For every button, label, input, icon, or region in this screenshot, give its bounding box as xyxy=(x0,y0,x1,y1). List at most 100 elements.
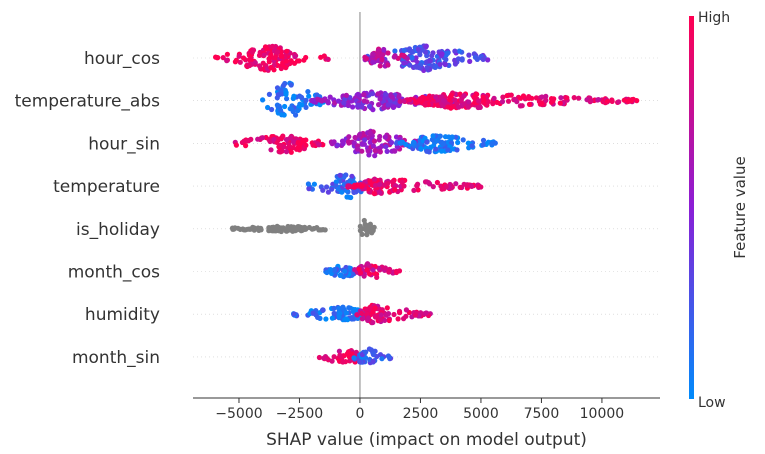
shap-point xyxy=(255,136,261,142)
shap-point xyxy=(276,103,282,109)
shap-point xyxy=(224,58,230,64)
shap-point xyxy=(370,107,376,113)
shap-point xyxy=(333,179,339,185)
shap-point xyxy=(417,96,423,102)
shap-point xyxy=(220,55,226,61)
shap-point xyxy=(386,317,392,324)
shap-point xyxy=(426,180,432,186)
shap-point xyxy=(337,352,343,358)
shap-point xyxy=(339,138,346,144)
shap-point xyxy=(236,53,242,59)
shap-point xyxy=(448,92,454,98)
shap-point xyxy=(306,93,312,99)
shap-point xyxy=(361,98,367,104)
x-tick-label: 10000 xyxy=(580,406,625,422)
shap-point xyxy=(303,104,309,110)
shap-point xyxy=(356,132,362,138)
shap-point xyxy=(390,104,396,110)
shap-point xyxy=(467,58,473,64)
shap-point xyxy=(370,51,376,57)
shap-point xyxy=(260,97,266,103)
shap-point xyxy=(350,104,356,110)
shap-point xyxy=(260,135,266,141)
shap-point xyxy=(414,183,420,189)
shap-point xyxy=(398,140,404,146)
colorbar-gradient xyxy=(689,16,694,399)
shap-point xyxy=(412,312,418,318)
shap-point xyxy=(258,227,264,233)
shap-point xyxy=(438,94,445,100)
shap-point xyxy=(377,148,383,155)
shap-point xyxy=(320,142,326,148)
shap-point xyxy=(411,187,417,193)
shap-point xyxy=(331,354,337,360)
x-tick-label: 7500 xyxy=(524,406,560,422)
shap-point xyxy=(213,54,219,60)
shap-point xyxy=(343,310,350,316)
shap-point xyxy=(296,58,302,64)
shap-point xyxy=(370,309,376,315)
shap-point xyxy=(376,102,382,108)
shap-point xyxy=(331,139,337,145)
shap-point xyxy=(310,142,316,148)
shap-point xyxy=(383,312,389,318)
shap-point xyxy=(370,143,376,149)
shap-point xyxy=(363,349,369,355)
shap-point xyxy=(609,98,615,104)
shap-point xyxy=(423,44,429,50)
shap-point xyxy=(634,98,640,104)
shap-point xyxy=(346,140,352,146)
shap-point xyxy=(354,146,361,152)
shap-point xyxy=(469,143,475,149)
shap-point xyxy=(413,64,420,70)
shap-point xyxy=(440,141,446,147)
shap-point xyxy=(278,53,284,59)
shap-point xyxy=(370,267,376,273)
shap-point xyxy=(362,137,368,143)
shap-point xyxy=(384,305,390,311)
shap-point xyxy=(372,176,378,182)
shap-point xyxy=(280,133,286,139)
shap-point xyxy=(359,148,365,154)
shap-point xyxy=(361,273,367,279)
shap-point xyxy=(466,99,472,105)
shap-point xyxy=(278,65,284,72)
shap-point xyxy=(361,217,367,224)
shap-point xyxy=(518,95,524,101)
shap-point xyxy=(288,135,294,141)
shap-point xyxy=(345,102,351,108)
shap-point xyxy=(385,62,391,68)
shap-point xyxy=(448,140,455,146)
shap-point xyxy=(288,149,294,155)
shap-point xyxy=(331,305,337,311)
shap-point xyxy=(458,97,464,103)
shap-point xyxy=(363,56,369,62)
shap-point xyxy=(459,56,465,62)
shap-point xyxy=(401,52,407,59)
shap-point xyxy=(367,130,373,136)
colorbar: High Low Feature value xyxy=(689,10,749,411)
shap-point xyxy=(320,187,326,193)
shap-point xyxy=(453,181,459,187)
shap-point xyxy=(278,225,285,231)
shap-point xyxy=(434,179,440,186)
shap-point xyxy=(392,53,398,60)
shap-point xyxy=(461,93,467,99)
shap-point xyxy=(310,310,316,316)
shap-point xyxy=(256,63,263,69)
shap-point xyxy=(349,173,355,179)
shap-point xyxy=(395,316,401,322)
shap-point xyxy=(508,92,514,98)
shap-point xyxy=(376,182,383,188)
feature-labels: hour_cos temperature_abs hour_sin temperatu… xyxy=(15,49,161,368)
shap-point xyxy=(323,316,329,322)
shap-point xyxy=(284,96,290,102)
shap-point xyxy=(430,133,436,139)
shap-point xyxy=(384,148,390,154)
shap-point xyxy=(383,91,389,97)
shap-point xyxy=(230,226,236,232)
shap-point xyxy=(359,183,365,189)
shap-point xyxy=(359,310,365,316)
shap-point xyxy=(301,138,307,144)
shap-point xyxy=(433,146,439,152)
